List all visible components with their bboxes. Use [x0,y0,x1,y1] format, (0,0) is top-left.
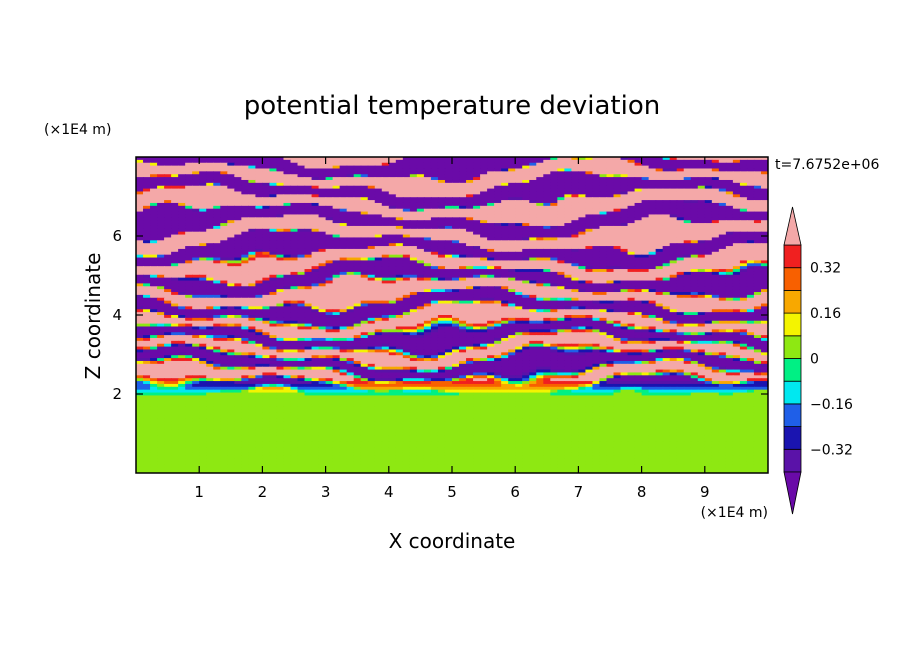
x-tick-label: 6 [510,483,520,501]
time-label: t=7.6752e+06 [775,157,879,173]
x-axis: 1 2 3 4 5 6 7 8 9 [194,157,710,501]
x-tick-label: 9 [700,483,710,501]
y-tick-label: 6 [112,227,122,245]
x-tick-label: 2 [258,483,268,501]
y-axis-label: Z coordinate [81,253,105,380]
x-tick-label: 7 [574,483,584,501]
colorbar-label: −0.32 [810,442,853,458]
colorbar-label: 0.32 [810,261,841,277]
x-unit-label: (×1E4 m) [701,505,768,521]
colorbar-bin [783,267,802,291]
colorbar-extend-min [783,471,802,515]
z-unit-label: (×1E4 m) [44,122,111,138]
colorbar-bin [783,380,802,405]
y-tick-label: 2 [112,385,122,403]
colorbar-bin [783,426,802,450]
contour-field [136,157,768,473]
y-tick-label: 4 [112,306,122,324]
colorbar-bin [783,312,802,337]
colorbar-label: 0 [810,352,819,368]
x-tick-label: 5 [447,483,457,501]
x-tick-label: 4 [384,483,394,501]
x-tick-label: 8 [637,483,647,501]
colorbar-bin [783,448,802,473]
colorbar-bin [783,358,802,382]
chart-title: potential temperature deviation [244,91,660,121]
colorbar-label: 0.16 [810,306,841,322]
colorbar-bin [783,403,802,427]
x-axis-label: X coordinate [389,529,516,553]
colorbar-label: −0.16 [810,397,853,413]
colorbar-extend-max [783,206,802,246]
y-axis: 2 4 6 [112,227,768,403]
colorbar-bin [783,244,802,269]
colorbar-bin [783,335,802,359]
colorbar: 0.32 0.16 0 −0.16 −0.32 [783,206,853,515]
colorbar-bin [783,289,802,314]
x-tick-label: 3 [321,483,331,501]
x-tick-label: 1 [194,483,204,501]
